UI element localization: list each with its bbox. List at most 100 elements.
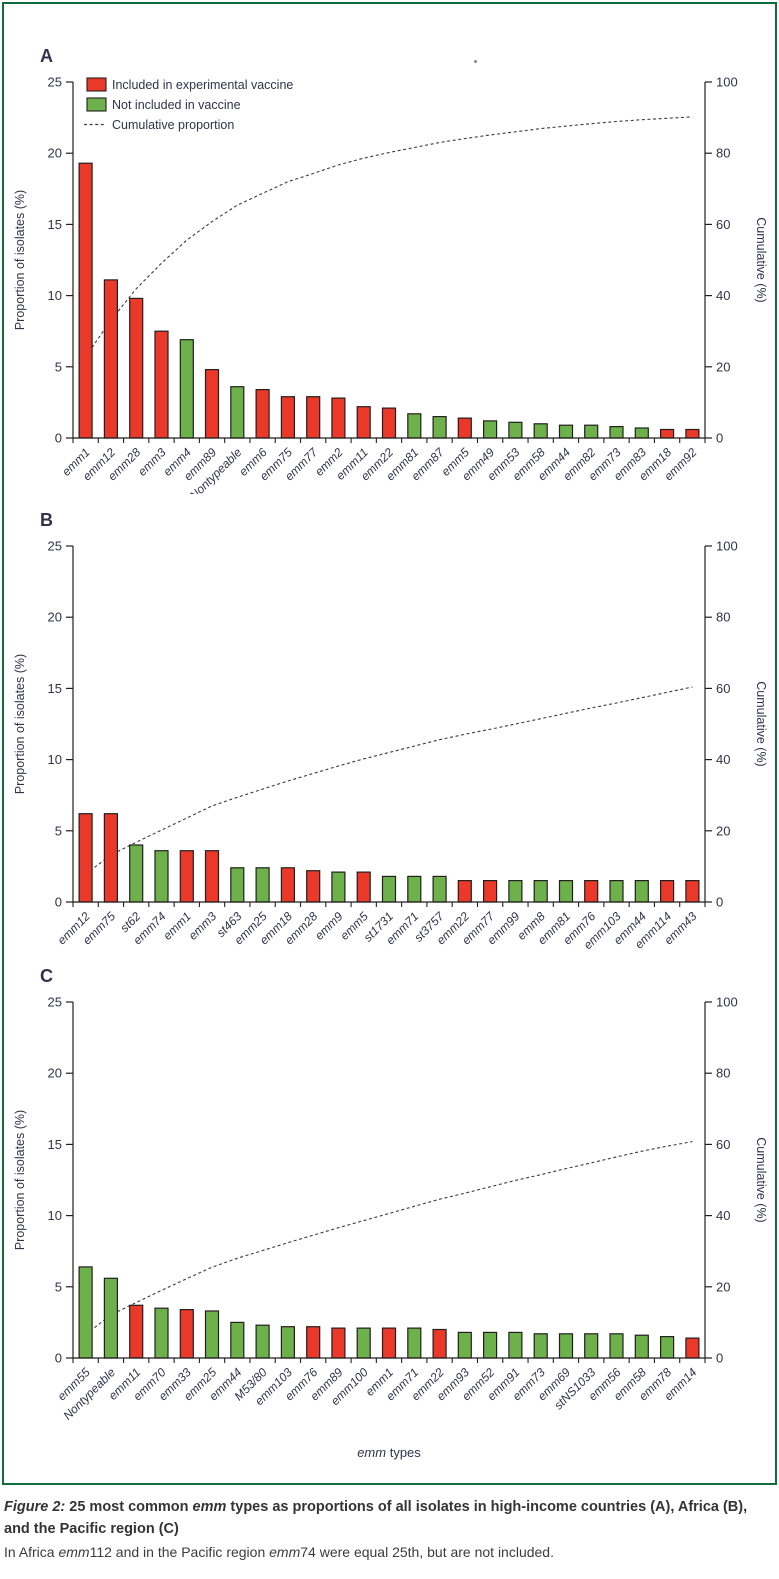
- caption-text-segment: 25 most common: [65, 1499, 193, 1515]
- bar-stNS1033: [584, 1333, 599, 1359]
- bar-emm1: [179, 850, 194, 903]
- bar-emm6: [255, 389, 270, 439]
- bar-emm73: [533, 1333, 548, 1359]
- bar-emm100: [356, 1327, 371, 1359]
- bar-emm33: [179, 1309, 194, 1359]
- bar-emm99: [508, 880, 523, 903]
- bar-emm4: [179, 339, 194, 439]
- figure-border-box: A 0 5 10 15 20 25 0 20 40 60 80 100 emm1 emm12 emm28 emm…: [2, 2, 777, 1485]
- legend-label: Included in experimental vaccine: [112, 78, 293, 92]
- bar-emm78: [659, 1336, 675, 1359]
- y-left-tick-label: 10: [48, 288, 62, 303]
- bar-emm77: [306, 396, 321, 439]
- bar-emm92: [685, 428, 700, 439]
- y-right-tick-label: 20: [716, 823, 730, 838]
- y-left-tick-label: 10: [48, 1208, 62, 1223]
- y-left-tick-label: 20: [48, 1066, 62, 1081]
- legend-label: Cumulative proportion: [112, 118, 234, 132]
- y-left-tick-label: 15: [48, 681, 62, 696]
- bar-emm8: [533, 880, 548, 903]
- bar-M53/80: [255, 1324, 270, 1359]
- caption-text-segment: 74 were equal 25th, but are not included…: [300, 1544, 554, 1560]
- bar-emm70: [154, 1307, 169, 1359]
- bar-st463: [230, 867, 245, 903]
- caption-text-segment: 112 and in the Pacific region: [89, 1544, 270, 1560]
- cumulative-proportion-line: [85, 686, 693, 875]
- bar-emm73: [609, 426, 624, 439]
- bar-emm18: [280, 867, 295, 903]
- bar-emm93: [457, 1331, 472, 1359]
- bar-emm22: [457, 880, 472, 903]
- y-left-tick-label: 20: [48, 146, 62, 161]
- y-left-tick-label: 15: [48, 217, 62, 232]
- bar-emm58: [533, 423, 548, 439]
- bar-st1731: [381, 875, 397, 903]
- bar-emm83: [634, 427, 649, 439]
- caption-text-segment: and the Pacific region (C): [4, 1521, 179, 1537]
- y-left-tick-label: 5: [55, 1279, 62, 1294]
- bar-emm77: [483, 880, 498, 903]
- bar-emm5: [457, 417, 472, 439]
- chart-panel-c: C0510152025020406080100emm55Nontypeablee…: [13, 966, 768, 1460]
- bar-emm69: [558, 1333, 574, 1359]
- y-left-tick-label: 15: [48, 1137, 62, 1152]
- bar-emm82: [584, 424, 599, 439]
- y-right-tick-label: 20: [716, 359, 730, 374]
- caption-text-segment: types as proportions of all isolates in …: [226, 1499, 748, 1515]
- bar-emm1: [78, 162, 93, 439]
- bar-emm114: [659, 880, 675, 903]
- x-category-label: emm3: [135, 445, 169, 479]
- y-right-tick-label: 100: [716, 539, 738, 554]
- bar-emm28: [129, 297, 144, 439]
- bar-emm9: [331, 871, 346, 903]
- bar-emm28: [306, 870, 321, 903]
- figure-caption-note: In Africa emm112 and in the Pacific regi…: [4, 1542, 774, 1563]
- bar-emm56: [609, 1333, 624, 1359]
- x-category-label: emm9: [312, 909, 346, 943]
- y-left-tick-label: 10: [48, 752, 62, 767]
- y-right-tick-label: 40: [716, 1208, 730, 1223]
- y-right-tick-label: 40: [716, 288, 730, 303]
- y-right-axis-title: Cumulative (%): [754, 681, 768, 766]
- bar-emm103: [280, 1326, 295, 1359]
- caption-text-segment: emm: [192, 1499, 227, 1515]
- bar-emm11: [129, 1304, 144, 1359]
- y-left-tick-label: 20: [48, 610, 62, 625]
- chart-panel-a: A0510152025020406080100emm1emm12emm28emm…: [13, 46, 768, 494]
- bar-emm75: [103, 813, 119, 903]
- bar-emm91: [508, 1331, 523, 1359]
- bar-emm55: [78, 1266, 93, 1359]
- panel-label: A: [40, 46, 53, 66]
- bar-emm1: [381, 1327, 397, 1359]
- y-left-axis-title: Proportion of isolates (%): [13, 1110, 27, 1250]
- bar-emm12: [103, 279, 119, 439]
- bar-emm5: [356, 871, 371, 903]
- bar-emm25: [204, 1310, 220, 1359]
- bar-emm43: [685, 880, 700, 903]
- bar-emm87: [432, 416, 447, 439]
- bar-emm89: [331, 1327, 346, 1359]
- y-right-tick-label: 0: [716, 1351, 723, 1366]
- bar-emm81: [558, 880, 574, 903]
- bar-Nontypeable: [103, 1277, 119, 1359]
- y-left-tick-label: 0: [55, 431, 62, 446]
- panel-label: C: [40, 966, 53, 986]
- legend-swatch-green: [86, 97, 107, 112]
- bar-emm12: [78, 813, 93, 903]
- y-left-tick-label: 5: [55, 823, 62, 838]
- bar-st62: [129, 844, 144, 903]
- bar-emm22: [432, 1328, 447, 1359]
- y-right-tick-label: 80: [716, 610, 730, 625]
- y-right-tick-label: 60: [716, 217, 730, 232]
- bar-emm44: [230, 1321, 245, 1359]
- stray-dot: [474, 60, 477, 63]
- bar-emm71: [407, 1327, 422, 1359]
- panel-label: B: [40, 510, 53, 530]
- bar-emm76: [584, 880, 599, 903]
- y-right-tick-label: 0: [716, 895, 723, 910]
- caption-text-segment: emm: [269, 1544, 301, 1560]
- y-right-tick-label: 60: [716, 681, 730, 696]
- y-left-tick-label: 0: [55, 895, 62, 910]
- figure-caption: Figure 2: 25 most common emm types as pr…: [4, 1496, 774, 1563]
- y-left-axis-title: Proportion of isolates (%): [13, 190, 27, 330]
